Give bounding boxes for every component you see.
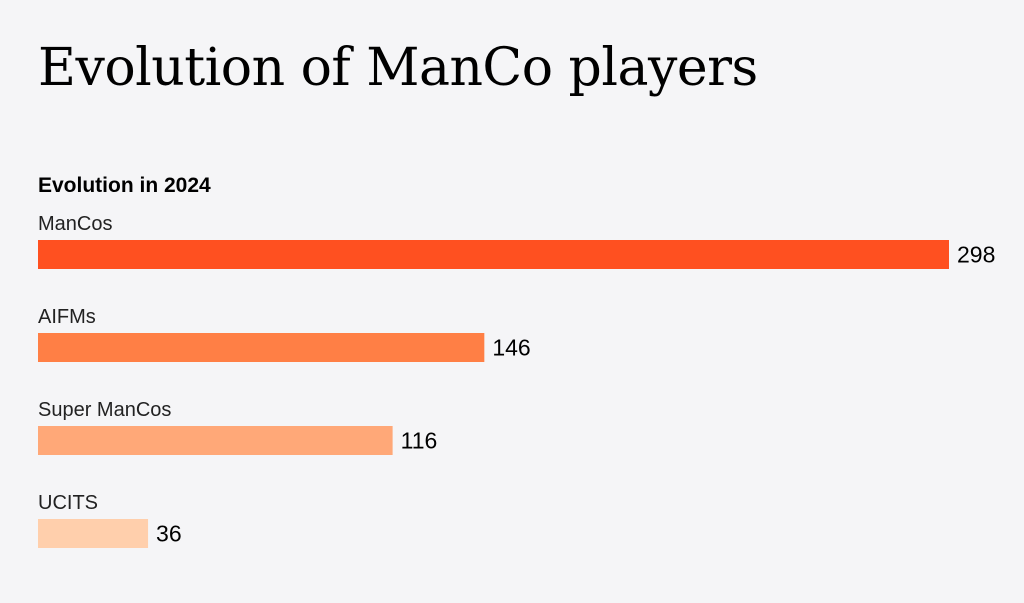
bar-ucits (38, 519, 149, 548)
chart-subtitle: Evolution in 2024 (38, 174, 211, 197)
value-label-aifms: 146 (492, 335, 530, 361)
category-label-aifms: AIFMs (38, 306, 96, 328)
value-label-ucits: 36 (156, 521, 182, 547)
category-label-mancos: ManCos (38, 213, 112, 235)
bar-mancos (38, 240, 949, 269)
page-title: Evolution of ManCo players (38, 38, 758, 98)
value-label-super-mancos: 116 (401, 428, 438, 454)
category-label-super-mancos: Super ManCos (38, 399, 171, 421)
category-label-ucits: UCITS (38, 492, 98, 514)
bar-super-mancos (38, 426, 393, 455)
value-label-mancos: 298 (957, 242, 995, 268)
bar-aifms (38, 333, 485, 362)
